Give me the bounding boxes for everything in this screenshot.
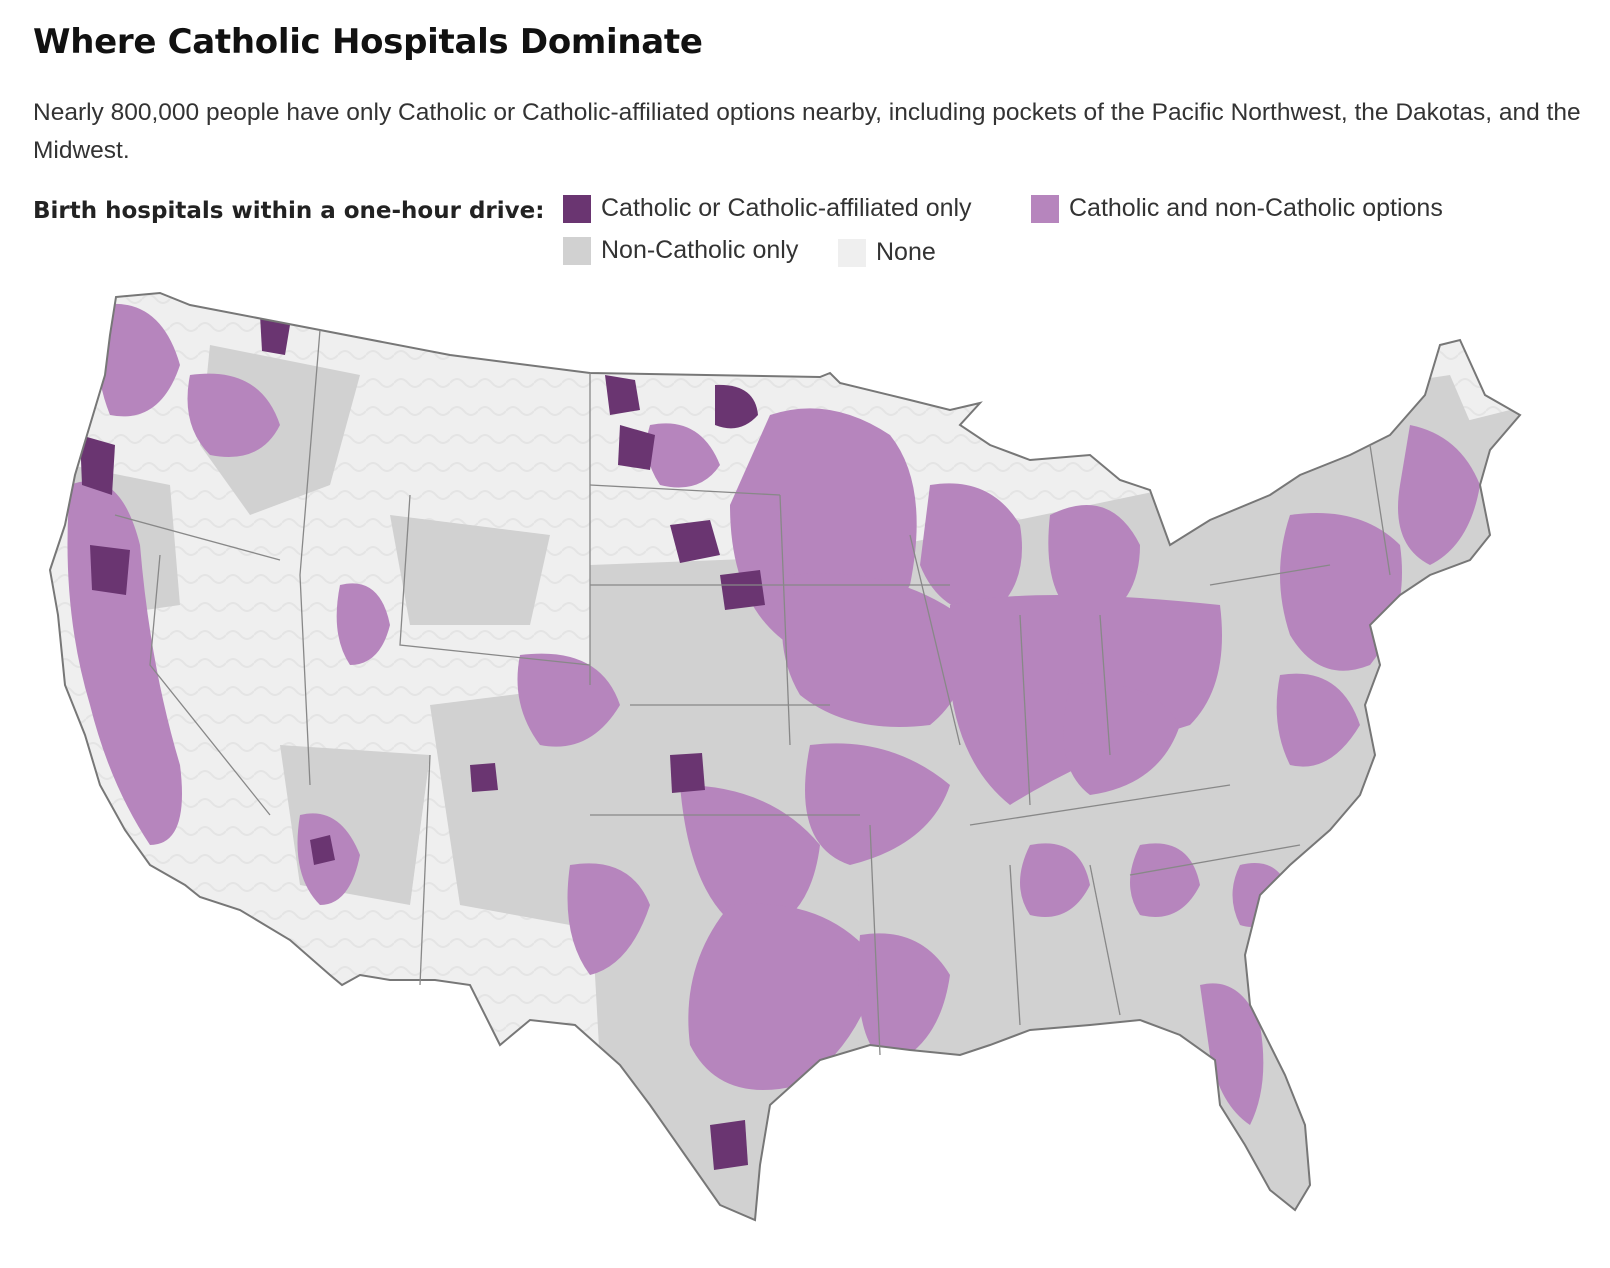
legend-title: Birth hospitals within a one-hour drive: <box>33 198 545 224</box>
purple-michigan <box>1048 505 1140 625</box>
legend: Birth hospitals within a one-hour drive:… <box>33 194 1593 288</box>
purple-new-england <box>1398 425 1480 565</box>
state-border-mn-ia-mo <box>779 494 791 746</box>
legend-label-catholic-only: Catholic or Catholic-affiliated only <box>601 194 972 222</box>
purple-florida <box>1200 983 1264 1125</box>
state-border-nd-sd <box>589 484 781 496</box>
state-border-ca-nv <box>149 554 271 816</box>
legend-label-catholic-and-non-catholic: Catholic and non-Catholic options <box>1069 194 1443 222</box>
dark-spot-oregon-coast <box>80 435 115 495</box>
state-border-il-in <box>1019 614 1031 806</box>
purple-inland-northwest <box>187 373 280 457</box>
purple-washington-coast <box>96 303 180 417</box>
legend-swatch-none <box>838 238 866 267</box>
purple-georgia <box>1130 843 1200 917</box>
legend-label-none: None <box>876 238 936 266</box>
map-coverage-layers <box>67 303 1520 1220</box>
us-map-svg <box>48 291 1522 1222</box>
state-border-al-ga <box>1089 864 1121 1016</box>
state-border-tn-ky <box>969 784 1231 826</box>
state-border-wi-il <box>909 534 961 746</box>
dark-spot-south-dakota <box>670 520 720 563</box>
purple-virginia <box>1276 673 1360 767</box>
state-border-ar-la <box>869 824 881 1056</box>
state-border-az-nm <box>419 754 431 986</box>
dark-spot-upper-michigan <box>1010 413 1032 437</box>
dark-spot-north-dakota-central <box>618 425 655 470</box>
legend-item-catholic-and-non-catholic: Catholic and non-Catholic options <box>1031 194 1443 223</box>
purple-kentucky <box>1063 683 1180 795</box>
state-border-id-nv-az-west <box>299 329 321 786</box>
dark-spot-north-dakota-west <box>605 375 640 415</box>
dark-spot-north-dakota-east <box>715 384 758 429</box>
state-border-nc-sc <box>1129 844 1301 876</box>
purple-louisiana <box>858 933 950 1065</box>
legend-swatch-catholic-only <box>563 194 591 223</box>
dark-spot-colorado-south <box>470 763 498 792</box>
chart-title: Where Catholic Hospitals Dominate <box>33 22 703 62</box>
purple-colorado <box>517 653 620 747</box>
us-outline <box>48 291 1522 1222</box>
state-borders <box>114 329 1391 1056</box>
dark-spot-northern-california <box>90 545 130 595</box>
purple-wisconsin <box>920 483 1022 615</box>
state-border-in-oh <box>1099 614 1111 756</box>
purple-new-mexico-east <box>567 863 650 975</box>
legend-swatch-non-catholic-only <box>563 236 591 265</box>
purple-iowa <box>782 573 966 727</box>
state-border-ny-vt <box>1369 444 1391 576</box>
purple-north-dakota-east <box>646 423 720 488</box>
purple-alabama <box>1020 843 1090 917</box>
legend-item-catholic-only: Catholic or Catholic-affiliated only <box>563 194 972 223</box>
dark-spot-nebraska <box>720 570 765 610</box>
dark-spot-kansas <box>670 753 705 793</box>
purple-texas-east <box>688 903 880 1090</box>
legend-swatch-catholic-and-non-catholic <box>1031 194 1059 223</box>
legend-item-none: None <box>838 238 936 267</box>
dark-spot-arizona-north <box>310 835 335 865</box>
legend-label-non-catholic-only: Non-Catholic only <box>601 236 799 264</box>
state-border-pa-ny <box>1209 564 1331 586</box>
dark-spot-washington-north <box>260 315 290 355</box>
state-border-wy-co <box>399 494 591 666</box>
purple-utah <box>336 583 390 665</box>
purple-oklahoma <box>680 785 820 935</box>
purple-missouri-south <box>805 743 950 865</box>
gray-wyoming-basin <box>390 515 550 625</box>
us-map <box>30 285 1580 1245</box>
legend-item-non-catholic-only: Non-Catholic only <box>563 236 798 265</box>
catholic-and-non-catholic-areas <box>67 303 1480 1125</box>
state-border-ms-al <box>1009 864 1021 1026</box>
chart-subtitle: Nearly 800,000 people have only Catholic… <box>33 99 1581 164</box>
dark-spot-south-texas <box>710 1120 748 1170</box>
state-border-or-ca <box>114 514 281 561</box>
